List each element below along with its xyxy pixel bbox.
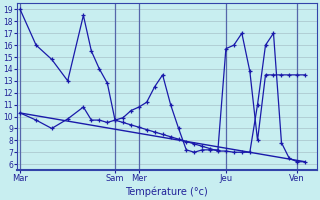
X-axis label: Température (°c): Température (°c): [125, 186, 208, 197]
